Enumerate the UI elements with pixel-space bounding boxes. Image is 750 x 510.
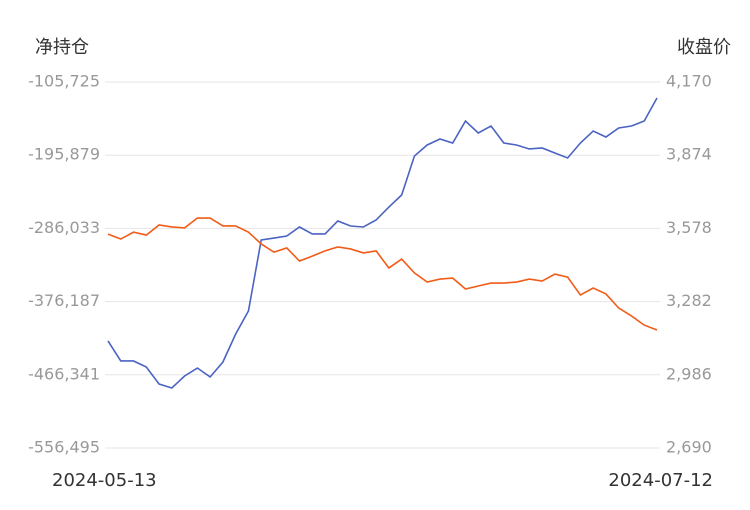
y2-tick-label: 2,690 — [666, 438, 712, 457]
y2-tick-label: 3,874 — [666, 145, 712, 164]
y2-tick-label: 2,986 — [666, 364, 712, 383]
line-series — [107, 97, 658, 389]
x-tick-label: 2024-07-12 — [608, 470, 713, 491]
y-tick-label: -286,033 — [28, 218, 100, 237]
y2-tick-label: 3,282 — [666, 291, 712, 310]
y2-axis-title: 收盘价 — [677, 37, 731, 58]
y-tick-label: -466,341 — [28, 364, 100, 383]
y-tick-label: -195,879 — [28, 145, 100, 164]
line-series — [107, 217, 658, 331]
y-tick-label: -376,187 — [28, 291, 100, 310]
y2-tick-label: 3,578 — [666, 218, 712, 237]
y-tick-label: -556,495 — [28, 438, 100, 457]
y-tick-label: -105,725 — [28, 72, 100, 91]
x-tick-label: 2024-05-13 — [52, 470, 157, 491]
y2-tick-label: 4,170 — [666, 72, 712, 91]
y-axis-title: 净持仓 — [35, 37, 89, 58]
